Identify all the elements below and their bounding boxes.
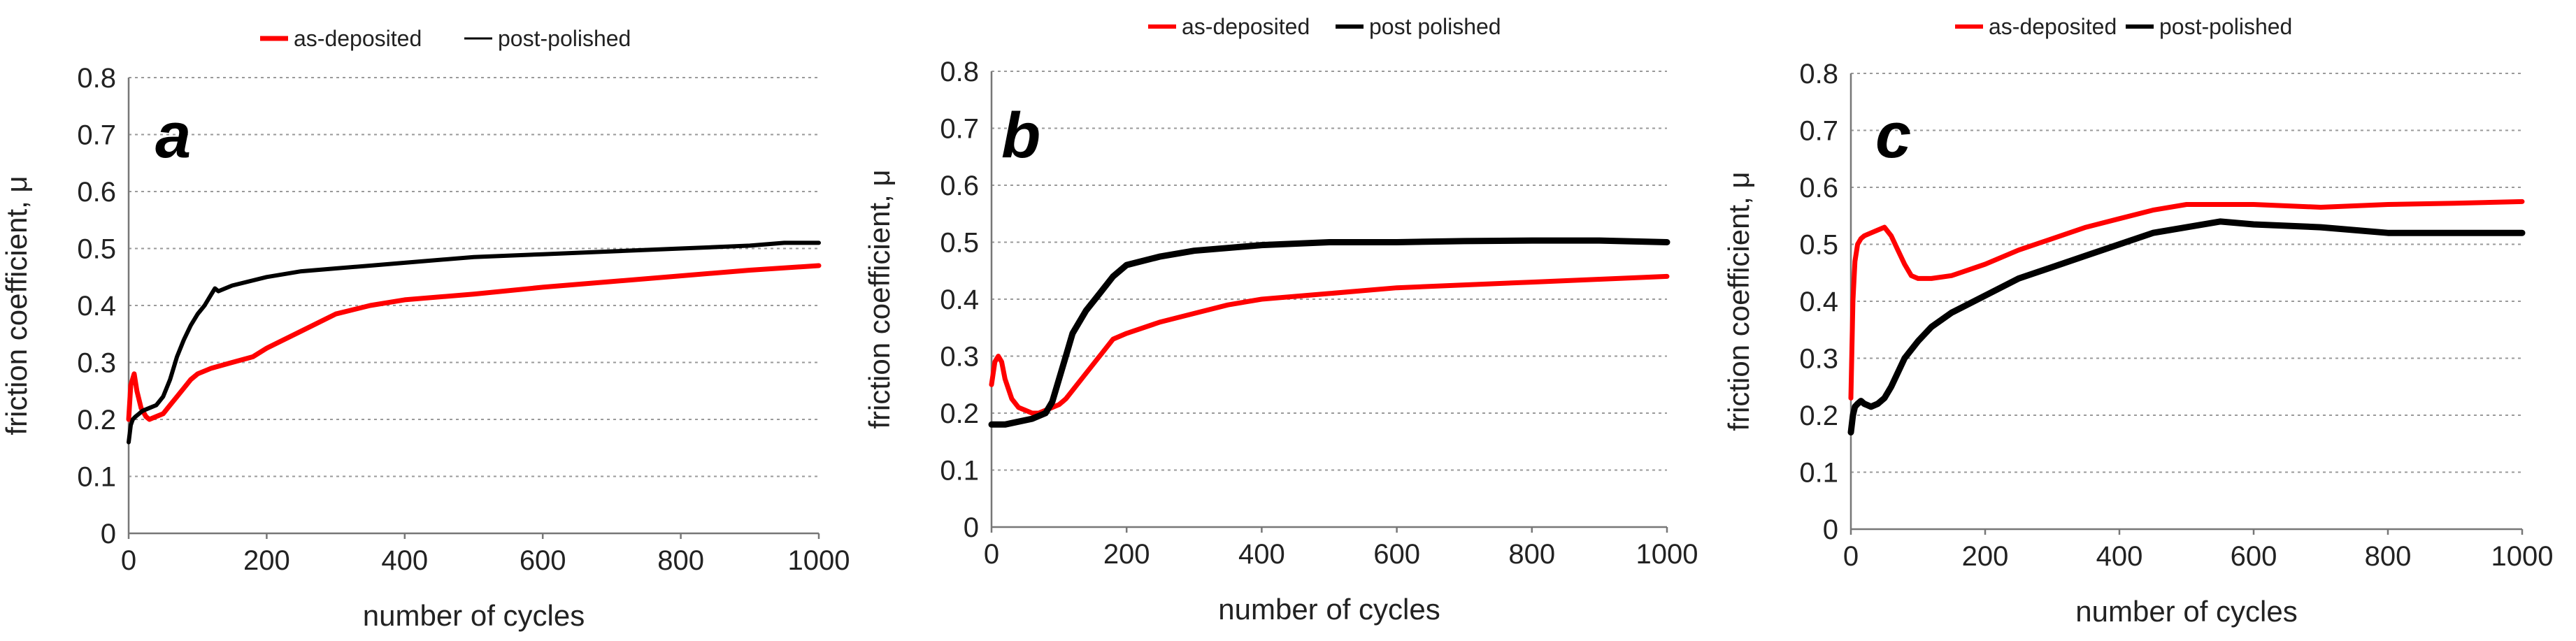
chart-panel-b: 0 0.1 0.2 0.3 0.4 0.5 0.6 0.7 0.8 0 200 400 600 800 10… [863,14,1698,626]
chart-panel-c: 0 0.1 0.2 0.3 0.4 0.5 0.6 0.7 0.8 0 200 400 600 800 10… [1722,14,2553,628]
x-tick-label: 0 [121,545,136,576]
series-line-as-deposited [126,263,822,422]
y-tick-label: 0.4 [1799,287,1838,317]
x-tick-label: 400 [2096,541,2143,572]
x-tick-label: 200 [1962,541,2009,572]
y-tick-label: 0.6 [1799,173,1838,203]
y-tick-label: 0.3 [940,342,979,373]
y-tick-label: 0.8 [1799,59,1838,89]
x-tick-label: 600 [520,545,566,576]
x-tick-label: 200 [243,545,290,576]
series-line-as-deposited [1848,199,2525,401]
y-tick-label: 0.6 [940,171,979,201]
y-tick-label: 0.2 [77,405,116,435]
y-tick-label: 0.8 [77,63,116,94]
y-tick-label: 0 [1823,514,1838,545]
panel-letter: a [155,100,191,171]
panel-letter: c [1875,100,1911,171]
x-tick-label: 1000 [788,545,850,576]
y-tick-label: 0.7 [940,114,979,145]
x-tick-label: 0 [1843,541,1859,572]
x-tick-label: 400 [381,545,428,576]
y-tick-label: 0.8 [940,57,979,87]
y-axis-label: friction coefficient, μ [0,175,33,435]
x-axis-label: number of cycles [2075,595,2297,628]
y-tick-label: 0.1 [1799,458,1838,489]
legend-label-as-deposited: as-deposited [1182,14,1310,39]
x-tick-label: 800 [1508,539,1555,570]
legend-label-as-deposited: as-deposited [294,26,422,51]
legend-label-as-deposited: as-deposited [1989,14,2117,39]
y-tick-label: 0.5 [940,228,979,259]
y-tick-label: 0.7 [77,120,116,151]
x-tick-label: 600 [2231,541,2277,572]
series-line-post-polished [1847,218,2526,435]
legend: as-deposited post-polished [1955,14,2292,39]
x-tick-label: 800 [657,545,704,576]
y-tick-label: 0.7 [1799,116,1838,147]
y-axis-label: friction coefficient, μ [863,169,896,428]
x-axis-label: number of cycles [363,599,585,632]
y-tick-label: 0.1 [940,456,979,487]
y-tick-label: 0.2 [940,398,979,429]
series-line-as-deposited [989,273,1670,416]
x-tick-label: 800 [2365,541,2412,572]
y-tick-label: 0 [101,519,116,549]
x-tick-label: 1000 [2491,541,2554,572]
legend-label-post-polished: post polished [1369,14,1501,39]
legend: as-deposited post polished [1148,14,1501,39]
y-tick-label: 0.5 [77,234,116,265]
legend: as-deposited post-polished [260,26,631,51]
x-tick-label: 200 [1103,539,1150,570]
y-tick-label: 0.4 [77,291,116,322]
y-tick-label: 0 [964,512,979,543]
y-tick-label: 0.2 [1799,401,1838,431]
y-tick-label: 0.5 [1799,230,1838,261]
y-tick-label: 0.3 [1799,344,1838,375]
legend-label-post-polished: post-polished [498,26,631,51]
series-line-post-polished [127,240,821,445]
x-axis-label: number of cycles [1218,593,1440,626]
x-tick-label: 600 [1373,539,1420,570]
y-tick-label: 0.3 [77,348,116,379]
y-axis-label: friction coefficient, μ [1722,171,1755,431]
legend-label-post-polished: post-polished [2159,14,2292,39]
x-tick-label: 400 [1238,539,1285,570]
series-line-post-polished [988,237,1670,428]
chart-panel-a: 0 0.1 0.2 0.3 0.4 0.5 0.6 0.7 0.8 0 200 400 600 800 10… [0,26,850,632]
y-tick-label: 0.4 [940,285,979,315]
y-tick-label: 0.1 [77,462,116,493]
x-tick-label: 1000 [1636,539,1698,570]
x-tick-label: 0 [984,539,999,570]
y-tick-label: 0.6 [77,177,116,208]
panel-letter: b [1001,100,1040,171]
